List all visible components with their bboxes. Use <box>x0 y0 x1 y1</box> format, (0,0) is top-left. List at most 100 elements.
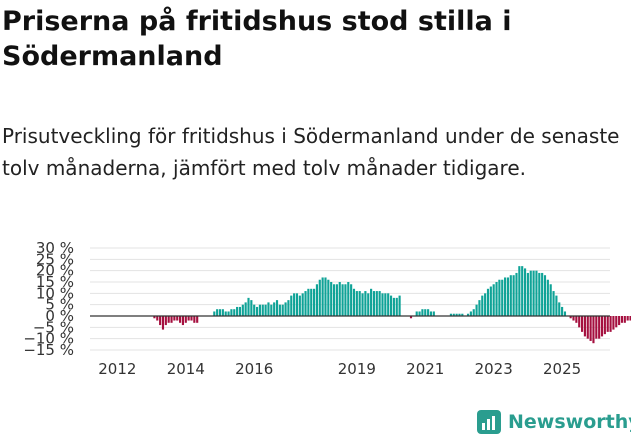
bar <box>370 288 373 316</box>
bar <box>518 266 521 316</box>
bar <box>589 316 592 341</box>
bar <box>415 311 418 316</box>
bar <box>427 309 430 316</box>
bar <box>156 316 159 321</box>
bar <box>261 304 264 316</box>
bar <box>181 316 185 326</box>
bar <box>298 295 301 316</box>
bar <box>455 313 458 316</box>
bar <box>355 291 358 316</box>
bar <box>558 302 561 316</box>
bar <box>466 313 470 316</box>
bar <box>595 316 598 339</box>
bar <box>304 291 307 316</box>
bar <box>372 291 376 316</box>
bar <box>284 302 287 316</box>
bar <box>489 286 492 316</box>
bar <box>563 311 567 316</box>
x-tick-label: 2014 <box>167 360 205 378</box>
bar <box>461 313 464 316</box>
y-tick-label: 5 % <box>45 296 74 314</box>
bar <box>515 272 518 316</box>
bar <box>469 311 472 316</box>
bar <box>538 272 541 316</box>
bar <box>600 316 604 337</box>
bar <box>620 316 624 323</box>
bar <box>598 316 601 339</box>
bar <box>546 279 549 316</box>
bar <box>626 316 629 321</box>
chart-subtitle: Prisutveckling för fritidshus i Söderman… <box>2 124 620 180</box>
bar <box>238 306 242 316</box>
bar <box>184 316 187 323</box>
bar <box>532 270 535 316</box>
bar <box>623 316 626 323</box>
bar <box>179 316 182 323</box>
bar <box>458 313 461 316</box>
bar <box>187 316 190 321</box>
bar <box>164 316 167 326</box>
bar <box>629 316 631 321</box>
bar <box>543 275 547 316</box>
bar <box>486 288 490 316</box>
bar <box>504 277 507 316</box>
bar <box>498 279 501 316</box>
bar <box>475 304 478 316</box>
bar <box>176 316 179 321</box>
bar <box>418 311 421 316</box>
bar <box>609 316 612 332</box>
bar <box>395 297 398 316</box>
y-tick-label: −5 % <box>33 318 74 336</box>
bar <box>432 311 435 316</box>
bar <box>273 302 276 316</box>
y-tick-label: 0 % <box>45 307 74 325</box>
bar <box>278 304 281 316</box>
bar <box>592 316 595 344</box>
bar <box>221 309 224 316</box>
bar <box>253 304 256 316</box>
bar <box>159 316 162 326</box>
y-tick-label: 20 % <box>36 262 74 280</box>
bar <box>569 316 572 319</box>
bar <box>586 316 589 339</box>
bar <box>409 316 413 319</box>
bar <box>549 284 552 316</box>
bar <box>352 288 356 316</box>
bar <box>512 275 515 316</box>
x-axis-labels: 2012 2014 2016 2019 2021 2023 2025 <box>98 360 581 378</box>
bar <box>318 279 321 316</box>
bar <box>255 306 259 316</box>
bar <box>387 293 390 316</box>
bar <box>247 297 250 316</box>
bar <box>330 282 333 316</box>
bar <box>580 316 584 332</box>
x-tick-label: 2023 <box>475 360 513 378</box>
bar <box>193 316 196 323</box>
bar <box>241 304 244 316</box>
brand-name: Newsworthy <box>508 411 631 433</box>
bar <box>324 277 327 316</box>
bar <box>472 309 475 316</box>
bar <box>301 293 304 316</box>
bar <box>535 270 538 316</box>
bar <box>495 282 498 316</box>
brand-logo: Newsworthy <box>476 408 631 436</box>
bar <box>233 309 236 316</box>
bar <box>521 266 524 316</box>
bar <box>275 300 279 316</box>
bar <box>341 284 344 316</box>
bar <box>295 293 299 316</box>
y-axis-labels: −15 %−10 %−5 %0 %5 %10 %15 %20 %25 %30 % <box>23 239 74 359</box>
bar <box>267 302 270 316</box>
chart-title: Priserna på fritidshus stod stilla i Söd… <box>2 6 512 72</box>
bar <box>293 293 296 316</box>
y-tick-label: 25 % <box>36 250 74 268</box>
bar <box>310 288 313 316</box>
bar <box>216 309 219 316</box>
bar <box>270 304 273 316</box>
bar <box>603 316 606 335</box>
bar <box>230 309 233 316</box>
bar <box>398 295 401 316</box>
bar <box>361 293 364 316</box>
bar <box>381 293 384 316</box>
